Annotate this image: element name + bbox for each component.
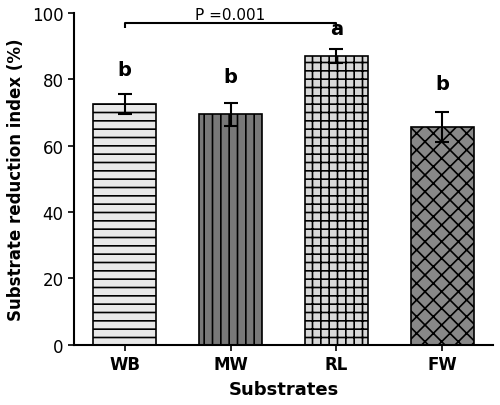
Y-axis label: Substrate reduction index (%): Substrate reduction index (%) <box>7 38 25 320</box>
Bar <box>199 115 262 345</box>
Text: b: b <box>436 75 449 93</box>
Bar <box>93 105 156 345</box>
Text: P =0.001: P =0.001 <box>196 8 266 23</box>
Text: b: b <box>118 61 132 80</box>
Text: a: a <box>330 20 343 39</box>
Bar <box>410 128 474 345</box>
Bar <box>304 57 368 345</box>
Text: b: b <box>224 68 237 87</box>
X-axis label: Substrates: Substrates <box>228 380 338 398</box>
